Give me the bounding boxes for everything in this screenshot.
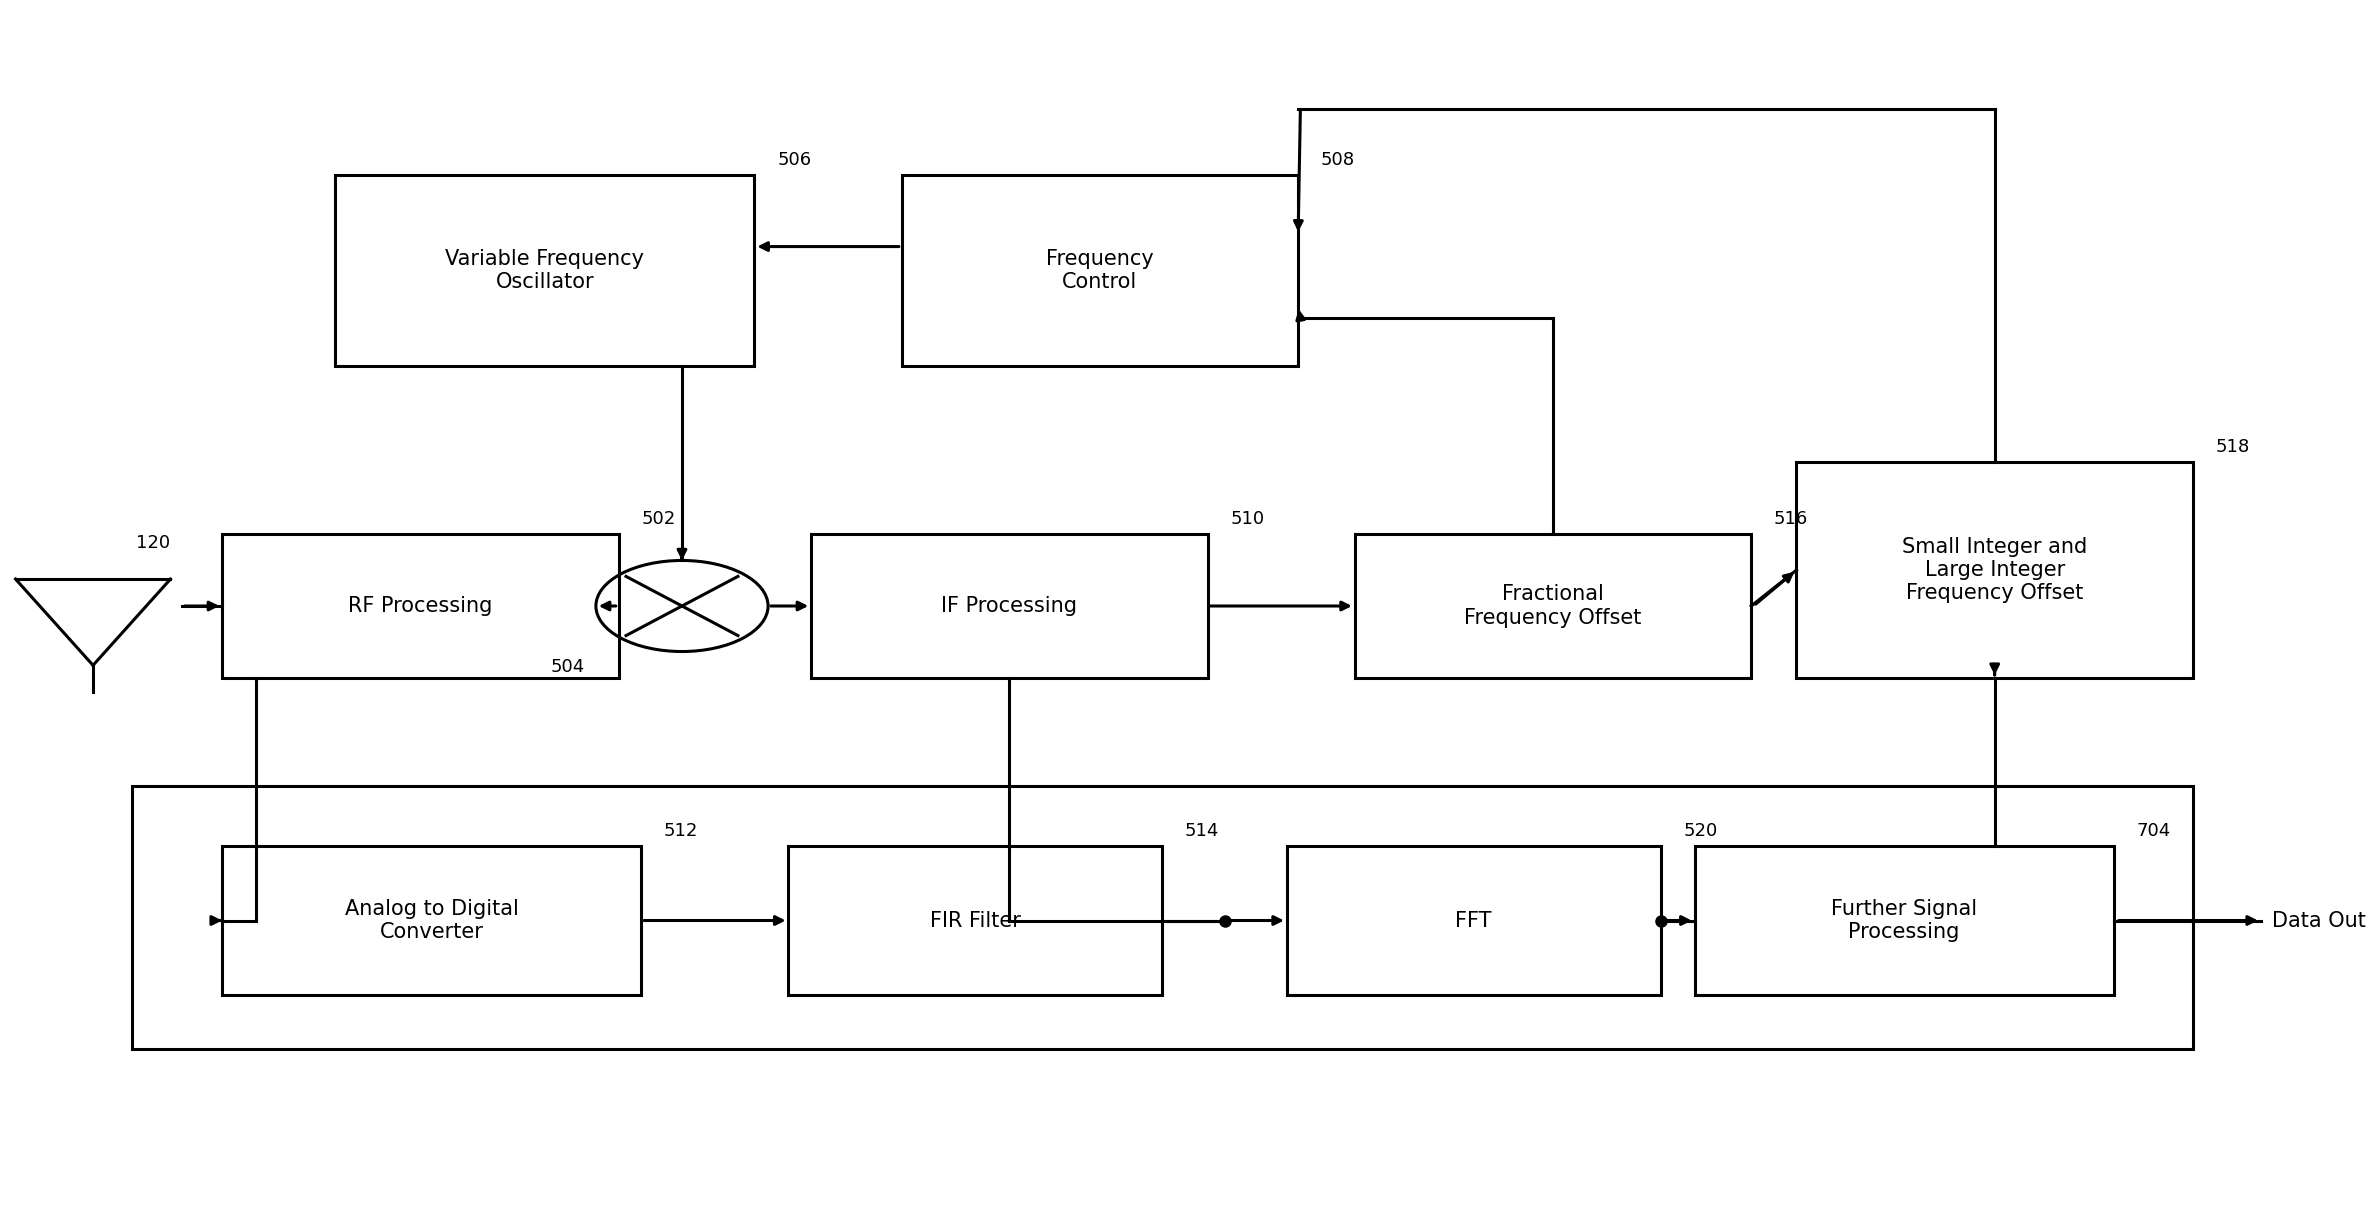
Text: FIR Filter: FIR Filter bbox=[930, 910, 1020, 931]
FancyBboxPatch shape bbox=[131, 785, 2193, 1050]
Text: FFT: FFT bbox=[1455, 910, 1493, 931]
Text: Small Integer and
Large Integer
Frequency Offset: Small Integer and Large Integer Frequenc… bbox=[1903, 537, 2088, 604]
FancyBboxPatch shape bbox=[812, 534, 1208, 678]
FancyBboxPatch shape bbox=[223, 534, 619, 678]
Text: Data Out: Data Out bbox=[2273, 910, 2366, 931]
Text: Fractional
Frequency Offset: Fractional Frequency Offset bbox=[1464, 584, 1642, 628]
Text: Variable Frequency
Oscillator: Variable Frequency Oscillator bbox=[446, 248, 645, 292]
Text: 502: 502 bbox=[641, 510, 676, 528]
Text: Further Signal
Processing: Further Signal Processing bbox=[1832, 899, 1977, 942]
Text: 512: 512 bbox=[664, 822, 698, 840]
Text: 504: 504 bbox=[551, 658, 584, 675]
FancyBboxPatch shape bbox=[335, 175, 755, 366]
Text: Frequency
Control: Frequency Control bbox=[1046, 248, 1153, 292]
Text: 520: 520 bbox=[1682, 822, 1718, 840]
FancyBboxPatch shape bbox=[1286, 846, 1661, 995]
FancyBboxPatch shape bbox=[1796, 462, 2193, 678]
Text: RF Processing: RF Processing bbox=[349, 596, 494, 616]
Text: 516: 516 bbox=[1775, 510, 1808, 528]
Text: 704: 704 bbox=[2136, 822, 2171, 840]
FancyBboxPatch shape bbox=[223, 846, 641, 995]
Text: 510: 510 bbox=[1229, 510, 1265, 528]
Text: Analog to Digital
Converter: Analog to Digital Converter bbox=[344, 899, 520, 942]
FancyBboxPatch shape bbox=[788, 846, 1163, 995]
Text: 514: 514 bbox=[1184, 822, 1220, 840]
Text: 120: 120 bbox=[135, 534, 171, 553]
Text: 508: 508 bbox=[1322, 150, 1355, 168]
FancyBboxPatch shape bbox=[1694, 846, 2114, 995]
Text: IF Processing: IF Processing bbox=[942, 596, 1077, 616]
Text: 518: 518 bbox=[2216, 439, 2250, 456]
FancyBboxPatch shape bbox=[1355, 534, 1751, 678]
Text: 506: 506 bbox=[776, 150, 812, 168]
FancyBboxPatch shape bbox=[902, 175, 1298, 366]
